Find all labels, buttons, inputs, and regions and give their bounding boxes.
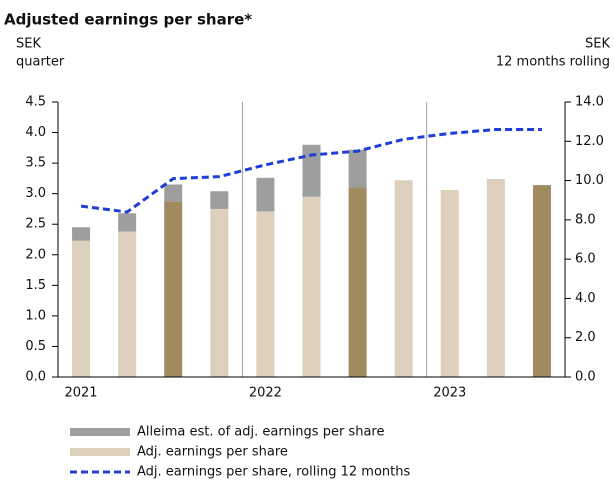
y2-axis-label: SEK — [585, 37, 610, 52]
bar — [348, 149, 367, 188]
y-axis-label: SEK — [16, 37, 41, 52]
legend-swatch — [70, 428, 130, 436]
bar — [394, 180, 413, 377]
bar — [256, 211, 275, 377]
bar — [440, 190, 459, 377]
y-tick-label: 0.0 — [25, 370, 46, 385]
bar — [164, 184, 183, 202]
bar — [210, 191, 229, 209]
bar — [118, 231, 137, 377]
legend-swatch — [70, 448, 130, 456]
x-tick-label: 2023 — [433, 386, 466, 401]
y-tick-label: 2.0 — [25, 247, 46, 262]
y2-tick-label: 8.0 — [575, 212, 596, 227]
bar — [210, 208, 229, 377]
y2-tick-label: 0.0 — [575, 370, 596, 385]
y2-tick-label: 6.0 — [575, 252, 596, 267]
bar — [486, 179, 505, 377]
x-tick-label: 2021 — [64, 386, 97, 401]
bar — [348, 187, 367, 377]
bar — [256, 177, 275, 212]
y2-tick-label: 10.0 — [575, 173, 604, 188]
legend-label: Adj. earnings per share — [137, 445, 288, 460]
y2-tick-label: 2.0 — [575, 330, 596, 345]
y-tick-label: 4.5 — [25, 95, 46, 110]
y2-tick-label: 14.0 — [575, 95, 604, 110]
y-tick-label: 0.5 — [25, 339, 46, 354]
bar — [164, 201, 183, 377]
x-tick-label: 2022 — [249, 386, 282, 401]
bar — [302, 196, 321, 377]
bar — [72, 240, 91, 377]
y2-axis-label: 12 months rolling — [496, 55, 610, 70]
bar — [118, 213, 137, 232]
chart-title: Adjusted earnings per share* — [4, 11, 252, 29]
y-axis-label: quarter — [16, 55, 65, 70]
y-tick-label: 3.5 — [25, 156, 46, 171]
y-tick-label: 1.5 — [25, 278, 46, 293]
y-tick-label: 1.0 — [25, 308, 46, 323]
legend-label: Alleima est. of adj. earnings per share — [137, 425, 384, 440]
line — [80, 128, 542, 214]
y-tick-label: 4.0 — [25, 125, 46, 140]
y-tick-label: 2.5 — [25, 217, 46, 232]
legend-label: Adj. earnings per share, rolling 12 mont… — [137, 465, 410, 480]
bar — [302, 144, 321, 197]
y2-tick-label: 12.0 — [575, 134, 604, 149]
y-tick-label: 3.0 — [25, 186, 46, 201]
bar — [72, 227, 91, 241]
y2-tick-label: 4.0 — [575, 291, 596, 306]
bar — [532, 185, 551, 377]
